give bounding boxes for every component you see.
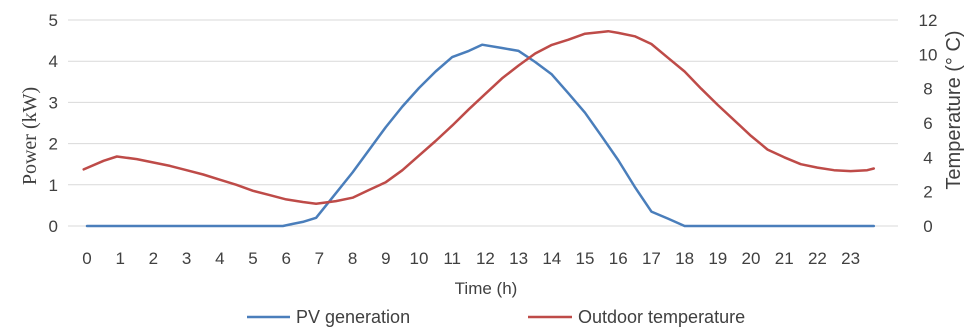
x-tick-label: 0 [82, 249, 91, 268]
right-tick-label: 2 [923, 183, 932, 202]
x-tick-label: 1 [115, 249, 124, 268]
x-tick-label: 10 [410, 249, 429, 268]
x-tick-label: 11 [443, 249, 461, 268]
x-tick-label: 13 [509, 249, 528, 268]
x-tick-label: 23 [841, 249, 860, 268]
left-tick-label: 1 [49, 176, 58, 195]
x-tick-label: 18 [675, 249, 694, 268]
right-tick-label: 0 [923, 217, 932, 236]
right-tick-label: 10 [919, 45, 938, 64]
left-tick-label: 3 [49, 93, 58, 112]
x-tick-label: 9 [381, 249, 390, 268]
right-tick-label: 8 [923, 80, 932, 99]
x-axis-title: Time (h) [455, 279, 518, 298]
x-tick-label: 5 [248, 249, 257, 268]
x-tick-label: 2 [149, 249, 158, 268]
right-axis-ticks: 0 2 4 6 8 10 12 [919, 11, 938, 236]
x-tick-label: 8 [348, 249, 357, 268]
x-tick-label: 15 [576, 249, 595, 268]
gridlines [68, 19, 898, 227]
series-lines [82, 29, 876, 228]
x-tick-label: 19 [708, 249, 727, 268]
x-tick-label: 22 [808, 249, 827, 268]
left-axis-title: Power (kW) [19, 87, 41, 185]
x-tick-label: 17 [642, 249, 661, 268]
right-axis-title: Temperature (° C) [943, 30, 965, 189]
series-line-outdoor-temperature [82, 29, 876, 205]
legend-label-pv-generation: PV generation [296, 307, 410, 327]
series-line-pv-generation [85, 43, 876, 228]
x-tick-label: 16 [609, 249, 628, 268]
x-tick-label: 21 [775, 249, 794, 268]
legend-label-outdoor-temperature: Outdoor temperature [578, 307, 745, 327]
left-axis-ticks: 0 1 2 3 4 5 [49, 11, 58, 236]
left-tick-label: 2 [49, 135, 58, 154]
x-tick-label: 3 [182, 249, 191, 268]
right-tick-label: 12 [919, 11, 938, 30]
x-tick-label: 14 [542, 249, 561, 268]
x-tick-label: 12 [476, 249, 495, 268]
x-tick-label: 20 [742, 249, 761, 268]
left-tick-label: 5 [49, 11, 58, 30]
left-tick-label: 4 [49, 52, 58, 71]
x-axis-ticks: 0 1 2 3 4 5 6 7 8 9 10 11 12 13 14 15 16 17 18 19 20 21 22 23 [82, 249, 860, 268]
x-tick-label: 6 [281, 249, 290, 268]
left-tick-label: 0 [49, 217, 58, 236]
right-tick-label: 6 [923, 114, 932, 133]
legend: PV generation Outdoor temperature [247, 307, 745, 327]
x-tick-label: 7 [315, 249, 324, 268]
x-tick-label: 4 [215, 249, 224, 268]
right-tick-label: 4 [923, 148, 932, 167]
